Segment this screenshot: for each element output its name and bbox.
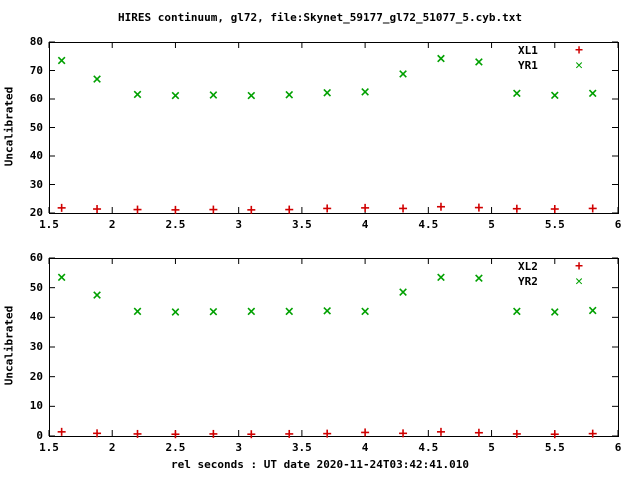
legend-label-yr2: YR2 <box>518 275 538 288</box>
x-tick-label: 3.5 <box>291 218 312 231</box>
top-series-yr1 <box>57 54 597 100</box>
legend-entry-xl2: XL2 + <box>518 260 596 275</box>
top-y-tick-label: 70 <box>29 63 43 77</box>
x-tick-label: 2 <box>108 441 116 454</box>
x-tick-label: 3 <box>235 218 242 231</box>
plus-marker-icon: + <box>575 259 583 274</box>
x-tick-label: 5.5 <box>544 441 565 454</box>
x-tick-label: 4.5 <box>418 218 439 231</box>
top-y-tick-label: 80 <box>29 35 43 48</box>
top-y-tick-label: 40 <box>29 149 43 162</box>
bottom-panel-legend: XL2 + YR2 ✕ <box>518 260 596 290</box>
bottom-y-tick-label: 20 <box>29 369 43 383</box>
bottom-y-tick-label: 50 <box>29 280 43 294</box>
bottom-y-tick-label: 10 <box>29 399 43 413</box>
top-panel-legend: XL1 + YR1 ✕ <box>518 44 596 74</box>
x-tick-label: 5 <box>488 441 495 454</box>
legend-entry-yr1: YR1 ✕ <box>518 59 596 74</box>
x-tick-label: 2 <box>108 218 116 231</box>
top-y-tick-label: 20 <box>29 206 43 219</box>
top-y-tick-label: 30 <box>29 177 43 191</box>
top-y-tick-label: 50 <box>29 120 43 134</box>
x-tick-label: 6 <box>614 218 622 231</box>
x-tick-label: 6 <box>614 441 622 454</box>
x-axis-label: rel seconds : UT date 2020-11-24T03:42:4… <box>170 458 469 471</box>
x-tick-label: 4.5 <box>418 441 439 454</box>
legend-entry-yr2: YR2 ✕ <box>518 275 596 290</box>
x-tick-label: 3 <box>235 441 242 454</box>
legend-label-yr1: YR1 <box>518 59 538 72</box>
cross-marker-icon: ✕ <box>575 274 583 289</box>
x-tick-label: 5 <box>488 218 495 231</box>
x-tick-label: 1.5 <box>39 218 59 231</box>
bottom-y-tick-label: 40 <box>29 310 43 324</box>
x-tick-label: 4 <box>361 218 369 231</box>
legend-label-xl1: XL1 <box>518 44 538 57</box>
x-tick-label: 4 <box>361 441 369 454</box>
x-tick-label: 5.5 <box>544 218 565 231</box>
bottom-y-tick-label: 0 <box>36 429 43 442</box>
x-tick-label: 2.5 <box>165 218 186 231</box>
legend-label-xl2: XL2 <box>518 260 538 273</box>
x-tick-label: 2.5 <box>165 441 186 454</box>
cross-marker-icon: ✕ <box>575 58 583 73</box>
bottom-y-tick-label: 30 <box>29 340 43 353</box>
top-series-xl1 <box>57 202 597 214</box>
legend-entry-xl1: XL1 + <box>518 44 596 59</box>
bottom-series-yr2 <box>57 273 597 316</box>
plus-marker-icon: + <box>575 43 583 58</box>
page-title: HIRES continuum, gl72, file:Skynet_59177… <box>118 11 522 24</box>
top-y-tick-label: 60 <box>29 92 43 105</box>
bottom-series-xl2 <box>57 427 597 439</box>
x-tick-label: 1.5 <box>39 441 59 454</box>
x-tick-label: 3.5 <box>291 441 312 454</box>
bottom-y-tick-label: 60 <box>29 251 43 264</box>
